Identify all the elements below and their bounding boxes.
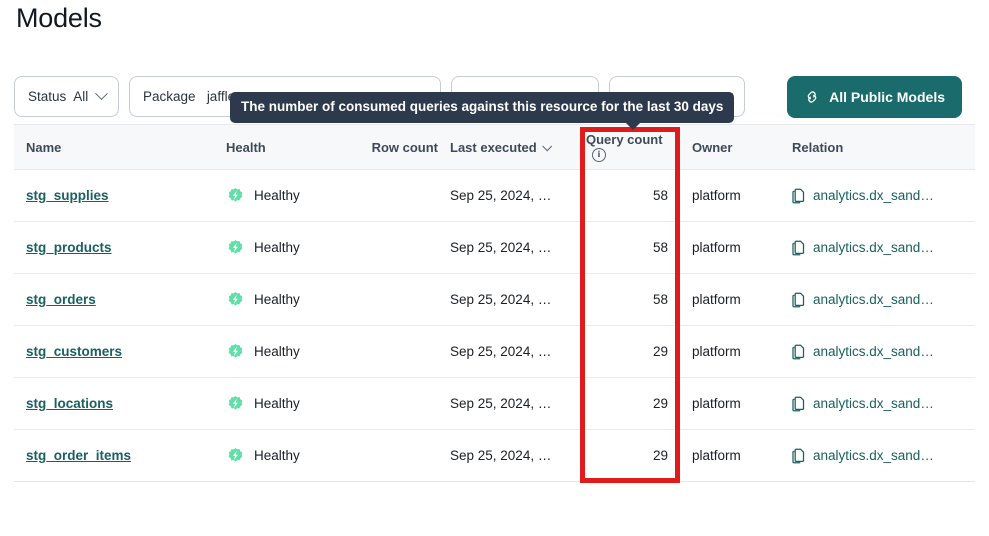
info-icon[interactable]: i bbox=[592, 148, 606, 163]
cell-health: Healthy bbox=[226, 290, 360, 309]
cell-query-count: 29 bbox=[652, 448, 668, 463]
column-header-query-count[interactable]: Query counti bbox=[584, 132, 684, 163]
filter-status-label: Status bbox=[28, 89, 67, 104]
table-row[interactable]: stg_locations Healthy Sep 25, 2024, … 29… bbox=[14, 378, 975, 430]
cell-name: stg_locations bbox=[14, 396, 226, 411]
column-header-last-executed[interactable]: Last executed bbox=[438, 140, 584, 155]
health-status-label: Healthy bbox=[254, 396, 300, 411]
relation-link[interactable]: analytics.dx_sand… bbox=[813, 188, 934, 203]
cell-owner: platform bbox=[692, 188, 741, 203]
column-header-row-count[interactable]: Row count bbox=[371, 139, 438, 155]
cell-health: Healthy bbox=[226, 342, 360, 361]
relation-link[interactable]: analytics.dx_sand… bbox=[813, 448, 934, 463]
table-row[interactable]: stg_orders Healthy Sep 25, 2024, … 58 pl… bbox=[14, 274, 975, 326]
cell-relation: analytics.dx_sand… bbox=[784, 344, 975, 360]
all-public-models-label: All Public Models bbox=[829, 89, 945, 105]
table-body: stg_supplies Healthy Sep 25, 2024, … 58 … bbox=[14, 170, 975, 482]
cell-relation: analytics.dx_sand… bbox=[784, 292, 975, 308]
all-public-models-button[interactable]: All Public Models bbox=[787, 76, 962, 118]
chevron-down-icon bbox=[541, 140, 552, 151]
cell-name: stg_products bbox=[14, 240, 226, 255]
table-row[interactable]: stg_order_items Healthy Sep 25, 2024, … … bbox=[14, 430, 975, 482]
cell-last-executed: Sep 25, 2024, … bbox=[450, 396, 552, 411]
health-healthy-icon bbox=[226, 342, 245, 361]
cell-name: stg_order_items bbox=[14, 448, 226, 463]
column-header-health[interactable]: Health bbox=[226, 139, 266, 155]
cell-owner: platform bbox=[692, 396, 741, 411]
filter-package-text: Package jaffle_ bbox=[143, 89, 243, 104]
model-name-link[interactable]: stg_supplies bbox=[26, 188, 109, 203]
cell-health: Healthy bbox=[226, 446, 360, 465]
health-healthy-icon bbox=[226, 290, 245, 309]
page-title: Models bbox=[16, 3, 102, 33]
cell-name: stg_supplies bbox=[14, 188, 226, 203]
query-count-tooltip: The number of consumed queries against t… bbox=[230, 92, 735, 131]
table-row[interactable]: stg_customers Healthy Sep 25, 2024, … 29… bbox=[14, 326, 975, 378]
cell-last-executed: Sep 25, 2024, … bbox=[450, 344, 552, 359]
cell-last-executed: Sep 25, 2024, … bbox=[450, 188, 552, 203]
filter-status[interactable]: Status All bbox=[14, 76, 119, 117]
model-name-link[interactable]: stg_order_items bbox=[26, 448, 132, 463]
health-healthy-icon bbox=[226, 238, 245, 257]
health-healthy-icon bbox=[226, 186, 245, 205]
cell-last-executed: Sep 25, 2024, … bbox=[450, 240, 552, 255]
filter-status-value: All bbox=[73, 89, 89, 104]
cell-query-count: 58 bbox=[652, 188, 668, 203]
model-name-link[interactable]: stg_locations bbox=[26, 396, 114, 411]
cell-relation: analytics.dx_sand… bbox=[784, 448, 975, 464]
cell-name: stg_orders bbox=[14, 292, 226, 307]
cell-query-count: 29 bbox=[652, 396, 668, 411]
cell-query-count: 58 bbox=[652, 292, 668, 307]
cell-health: Healthy bbox=[226, 238, 360, 257]
cell-last-executed: Sep 25, 2024, … bbox=[450, 448, 552, 463]
cell-owner: platform bbox=[692, 344, 741, 359]
cell-relation: analytics.dx_sand… bbox=[784, 188, 975, 204]
health-status-label: Healthy bbox=[254, 448, 300, 463]
relation-link[interactable]: analytics.dx_sand… bbox=[813, 396, 934, 411]
relation-link[interactable]: analytics.dx_sand… bbox=[813, 240, 934, 255]
cell-query-count: 29 bbox=[652, 344, 668, 359]
document-icon bbox=[792, 396, 806, 412]
cell-owner: platform bbox=[692, 292, 741, 307]
cell-query-count: 58 bbox=[652, 240, 668, 255]
health-status-label: Healthy bbox=[254, 292, 300, 307]
cell-name: stg_customers bbox=[14, 344, 226, 359]
table-row[interactable]: stg_products Healthy Sep 25, 2024, … 58 … bbox=[14, 222, 975, 274]
relation-link[interactable]: analytics.dx_sand… bbox=[813, 292, 934, 307]
filter-package-label: Package bbox=[143, 89, 196, 104]
cell-owner: platform bbox=[692, 240, 741, 255]
table-row[interactable]: stg_supplies Healthy Sep 25, 2024, … 58 … bbox=[14, 170, 975, 222]
health-status-label: Healthy bbox=[254, 188, 300, 203]
column-header-relation[interactable]: Relation bbox=[792, 139, 844, 155]
column-header-name[interactable]: Name bbox=[26, 139, 62, 155]
document-icon bbox=[792, 240, 806, 256]
cell-health: Healthy bbox=[226, 394, 360, 413]
column-header-last-executed-label: Last executed bbox=[450, 139, 537, 155]
column-header-query-count-label: Query count bbox=[586, 131, 663, 147]
relation-link[interactable]: analytics.dx_sand… bbox=[813, 344, 934, 359]
health-healthy-icon bbox=[226, 394, 245, 413]
health-healthy-icon bbox=[226, 446, 245, 465]
model-name-link[interactable]: stg_orders bbox=[26, 292, 96, 307]
model-name-link[interactable]: stg_customers bbox=[26, 344, 123, 359]
health-status-label: Healthy bbox=[254, 240, 300, 255]
document-icon bbox=[792, 344, 806, 360]
chevron-down-icon bbox=[95, 87, 109, 101]
cell-relation: analytics.dx_sand… bbox=[784, 396, 975, 412]
table-header-row: Name Health Row count Last executed Quer… bbox=[14, 125, 975, 170]
models-table: Name Health Row count Last executed Quer… bbox=[14, 124, 975, 482]
cell-last-executed: Sep 25, 2024, … bbox=[450, 292, 552, 307]
health-status-label: Healthy bbox=[254, 344, 300, 359]
cell-health: Healthy bbox=[226, 186, 360, 205]
document-icon bbox=[792, 292, 806, 308]
link-icon bbox=[804, 89, 820, 105]
column-header-owner[interactable]: Owner bbox=[692, 139, 733, 155]
document-icon bbox=[792, 448, 806, 464]
cell-owner: platform bbox=[692, 448, 741, 463]
cell-relation: analytics.dx_sand… bbox=[784, 240, 975, 256]
document-icon bbox=[792, 188, 806, 204]
model-name-link[interactable]: stg_products bbox=[26, 240, 112, 255]
